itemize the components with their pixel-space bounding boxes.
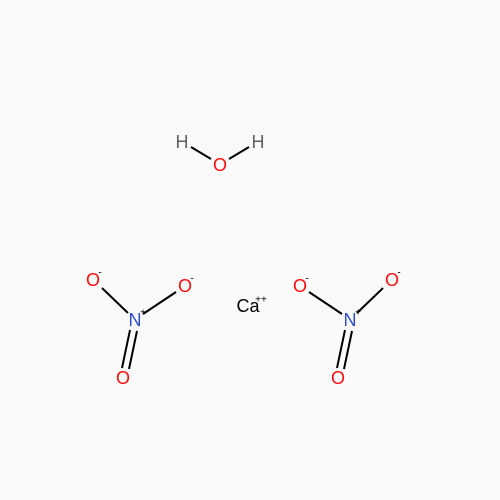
nr-charge-O-right: - — [397, 268, 400, 279]
nl-atom-O-down: O — [116, 368, 130, 388]
atom-O-water: O — [213, 155, 227, 175]
molecule-diagram: H H O Ca ++ O - O - N + O O - O - N + O — [0, 0, 500, 500]
nr-charge-O-left: - — [305, 274, 308, 285]
nl-charge-N: + — [140, 308, 146, 319]
nr-atom-O-down: O — [331, 368, 345, 388]
atom-H-right: H — [252, 132, 265, 152]
charge-Ca: ++ — [255, 295, 267, 306]
nl-charge-O-right: - — [190, 274, 193, 285]
nr-charge-N: + — [355, 308, 361, 319]
diagram-background — [0, 0, 500, 500]
nl-charge-O-left: - — [98, 268, 101, 279]
atom-H-left: H — [176, 132, 189, 152]
